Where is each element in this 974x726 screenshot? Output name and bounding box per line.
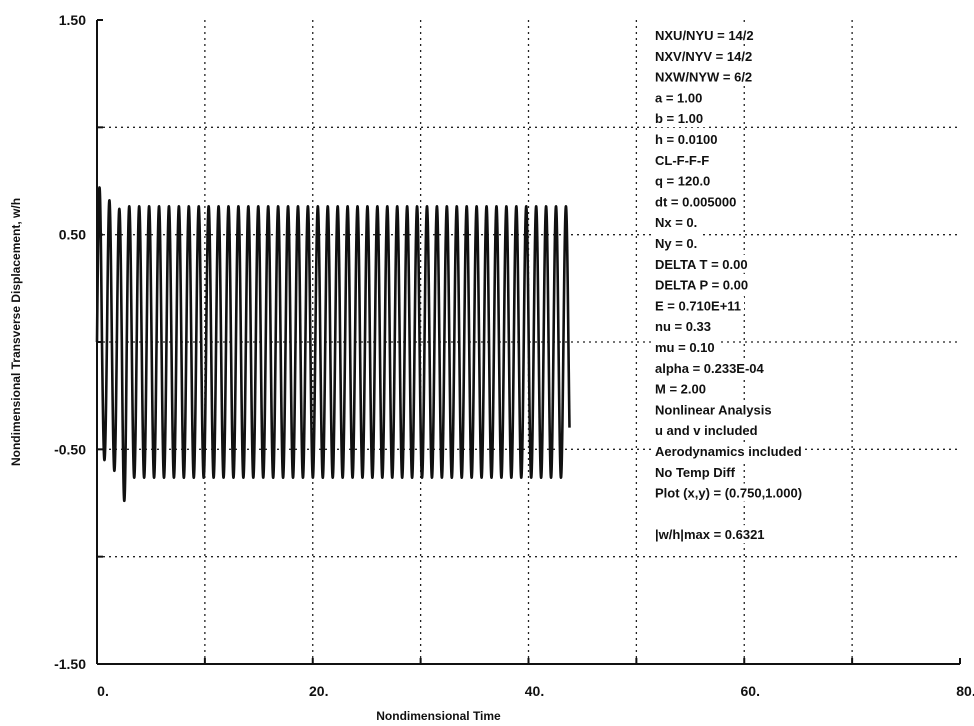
annotation-bg <box>652 296 745 315</box>
annotation-line: Nx = 0. <box>655 215 697 230</box>
annotation-bg <box>652 275 752 294</box>
annotation-bg <box>652 26 757 44</box>
annotation-bg <box>652 234 701 252</box>
x-tick-label: 80. <box>956 683 974 699</box>
series-line <box>95 186 571 503</box>
annotation-bg <box>652 358 767 377</box>
annotation-line: M = 2.00 <box>655 382 706 397</box>
x-tick-label: 20. <box>309 683 328 699</box>
annotation-line: E = 0.710E+11 <box>655 298 741 313</box>
annotation-bg <box>652 171 714 190</box>
annotation-bg <box>652 213 701 232</box>
annotation-line: nu = 0.33 <box>655 319 711 334</box>
y-axis-label: Nondimensional Transverse Displacement, … <box>9 198 23 466</box>
parameter-annotations: NXU/NYU = 14/2 NXV/NYV = 14/2 NXW/NYW = 6/… <box>652 26 806 544</box>
annotation-bg <box>652 46 756 65</box>
annotation-bg <box>652 483 806 502</box>
annotation-bg <box>652 462 738 481</box>
tick-labels: 0. 20. 40. 60. 80. 1.50 0.50 -0.50 -1.50 <box>54 12 974 699</box>
annotation-line: NXU/NYU = 14/2 <box>655 28 754 43</box>
annotation-line: h = 0.0100 <box>655 132 718 147</box>
annotation-line: Nonlinear Analysis <box>655 402 772 417</box>
annotation-line: |w/h|max = 0.6321 <box>655 527 765 542</box>
y-tick-label: 1.50 <box>59 12 86 28</box>
y-tick-label: -1.50 <box>54 656 86 672</box>
annotation-bg <box>652 130 721 148</box>
annotation-line: mu = 0.10 <box>655 340 715 355</box>
annotation-bg <box>652 525 768 544</box>
annotation-line: b = 1.00 <box>655 111 703 126</box>
annotation-line: NXV/NYV = 14/2 <box>655 49 752 64</box>
x-tick-label: 60. <box>741 683 760 699</box>
annotation-bg <box>652 150 713 169</box>
y-tick-label: 0.50 <box>59 227 86 243</box>
x-tick-label: 0. <box>97 683 109 699</box>
annotation-line: dt = 0.005000 <box>655 194 736 209</box>
annotation-bg <box>652 317 714 336</box>
annotation-line: a = 1.00 <box>655 90 702 105</box>
annotation-line: Ny = 0. <box>655 236 697 251</box>
annotation-bg <box>652 109 707 128</box>
annotation-line: alpha = 0.233E-04 <box>655 361 765 376</box>
annotation-line: DELTA P = 0.00 <box>655 278 748 293</box>
annotation-line: NXW/NYW = 6/2 <box>655 70 752 85</box>
annotation-bg <box>652 400 775 419</box>
x-tick-label: 40. <box>525 683 544 699</box>
annotation-bg <box>652 442 805 460</box>
annotation-line: No Temp Diff <box>655 465 736 480</box>
annotation-bg <box>652 379 709 398</box>
y-tick-label: -0.50 <box>54 441 86 457</box>
annotation-bg <box>652 338 718 356</box>
annotation-line: Aerodynamics included <box>655 444 802 459</box>
annotation-bg <box>652 88 706 107</box>
annotation-line: DELTA T = 0.00 <box>655 257 748 272</box>
annotation-line: u and v included <box>655 423 758 438</box>
x-axis-label: Nondimensional Time <box>376 709 501 723</box>
annotation-bg <box>652 254 751 273</box>
annotation-line: Plot (x,y) = (0.750,1.000) <box>655 486 802 501</box>
annotation-bg <box>652 67 756 86</box>
axes <box>96 19 961 665</box>
annotation-bg <box>652 192 740 211</box>
series-layer <box>95 186 571 503</box>
annotation-line: CL-F-F-F <box>655 153 709 168</box>
annotation-line: q = 120.0 <box>655 174 710 189</box>
annotation-bg <box>652 421 761 440</box>
